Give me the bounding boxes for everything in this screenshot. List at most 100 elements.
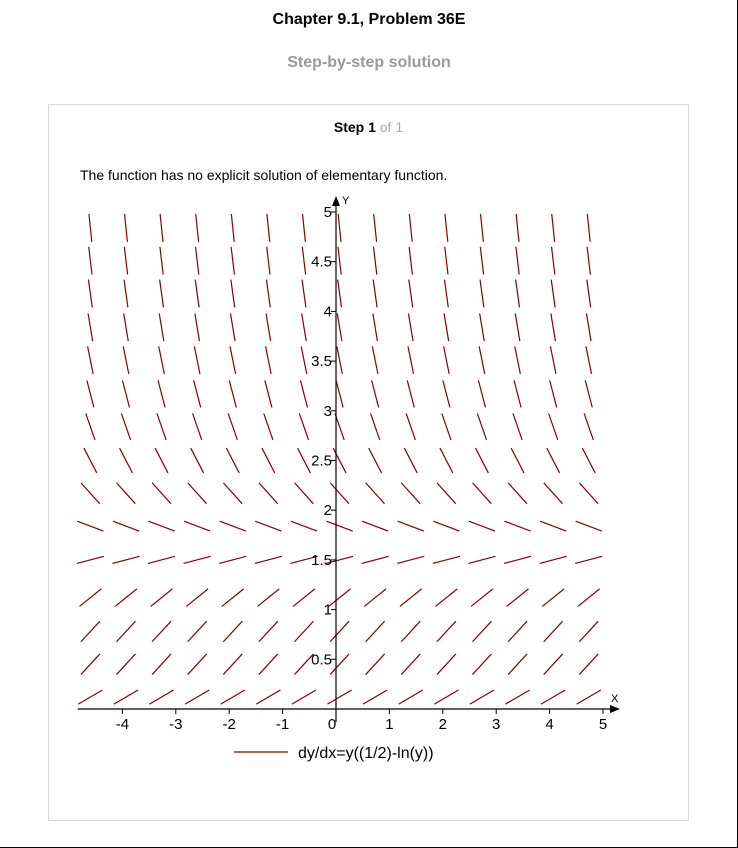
slope-segment: [116, 620, 136, 643]
slope-segment: [443, 279, 449, 308]
slope-segment: [578, 482, 599, 505]
slope-segment: [86, 380, 95, 408]
slope-segment: [327, 689, 352, 705]
slope-segment: [577, 588, 601, 607]
slope-segment: [148, 520, 175, 532]
slope-segment: [539, 520, 567, 532]
slope-segment: [397, 555, 425, 565]
slope-segment: [328, 588, 351, 607]
slope-segment: [230, 213, 235, 242]
slope-segment: [408, 279, 414, 308]
slope-segment: [479, 313, 485, 342]
slope-segment: [363, 588, 387, 607]
slope-segment: [507, 653, 528, 675]
slope-segment: [398, 689, 424, 705]
slope-segment: [329, 653, 350, 675]
slope-segment: [79, 588, 102, 607]
slope-segment: [221, 588, 245, 607]
slope-segment: [510, 447, 525, 474]
x-tick-label: 2: [439, 716, 447, 733]
slope-segment: [151, 620, 172, 643]
slope-segment: [477, 380, 487, 408]
y-tick-label: 3: [324, 403, 332, 420]
slope-segment: [230, 246, 236, 275]
x-tick-label: 3: [492, 716, 500, 733]
slope-segment: [159, 246, 164, 275]
slope-segment: [123, 313, 129, 342]
slope-segment: [194, 279, 200, 308]
slope-segment: [297, 447, 311, 474]
slope-segment: [77, 520, 104, 532]
slope-segment: [586, 279, 592, 308]
slope-segment: [255, 689, 281, 705]
slope-segment: [332, 447, 347, 474]
slope-segment: [435, 588, 458, 607]
slope-segment: [586, 213, 591, 242]
slope-segment: [194, 246, 200, 275]
step-label: Step 1: [333, 119, 376, 135]
slope-segment: [478, 346, 486, 374]
y-tick-label: 1.5: [311, 552, 332, 569]
slope-segment: [80, 653, 101, 675]
slope-segment: [479, 279, 485, 308]
slope-segment: [77, 689, 103, 705]
slope-segment: [301, 246, 307, 275]
slope-segment: [506, 588, 529, 607]
step-of-label: of 1: [379, 119, 404, 135]
slope-segment: [159, 279, 165, 308]
x-tick-label: -4: [116, 716, 129, 733]
slope-segment: [291, 689, 317, 705]
slope-segment: [147, 555, 176, 565]
slope-segment: [294, 653, 314, 675]
slope-segment: [515, 279, 521, 308]
slope-segment: [406, 380, 415, 408]
x-tick-label: 5: [599, 716, 607, 733]
slope-segment: [550, 279, 556, 308]
x-axis-label: X: [611, 693, 619, 705]
slope-segment: [264, 380, 273, 408]
slope-segment: [80, 482, 101, 505]
slope-segment: [513, 380, 522, 408]
slope-segment: [503, 555, 532, 565]
slope-segment: [325, 555, 354, 565]
slope-segment: [329, 482, 350, 505]
legend-label: dy/dx=y((1/2)-ln(y)): [298, 745, 434, 762]
slope-segment: [468, 555, 496, 565]
slope-segment: [372, 313, 379, 342]
slope-segment: [586, 246, 591, 275]
slope-segment: [575, 555, 603, 565]
slope-segment: [584, 380, 593, 408]
slope-segment: [474, 447, 489, 474]
slope-segment: [403, 447, 418, 474]
slope-segment: [290, 555, 318, 565]
slope-segment: [578, 620, 599, 643]
slope-segment: [294, 482, 314, 505]
slope-segment: [371, 346, 379, 374]
slope-segment: [85, 413, 96, 441]
slope-segment: [190, 447, 205, 474]
slope-segment: [583, 413, 594, 441]
slope-segment: [88, 246, 93, 275]
slope-segment: [405, 413, 416, 441]
slope-segment: [372, 279, 378, 308]
slope-segment: [229, 346, 237, 374]
slope-segment: [185, 588, 209, 607]
slope-segment: [444, 213, 449, 242]
slope-segment: [228, 380, 237, 408]
slope-segment: [122, 346, 130, 374]
slope-segment: [112, 555, 140, 565]
slope-segment: [543, 653, 564, 675]
slope-segment: [149, 689, 174, 705]
slope-segment: [337, 246, 342, 275]
slope-segment: [300, 346, 308, 374]
slope-segment: [301, 213, 306, 242]
y-tick-label: 2: [324, 502, 332, 519]
y-axis-label: Y: [342, 195, 350, 207]
slope-segment: [578, 653, 599, 675]
slope-segment: [290, 520, 318, 532]
slope-segment: [265, 313, 272, 342]
y-tick-label: 1: [324, 602, 332, 619]
y-tick-label: 4: [324, 303, 332, 320]
slope-segment: [548, 413, 559, 441]
slope-segment: [254, 555, 283, 565]
